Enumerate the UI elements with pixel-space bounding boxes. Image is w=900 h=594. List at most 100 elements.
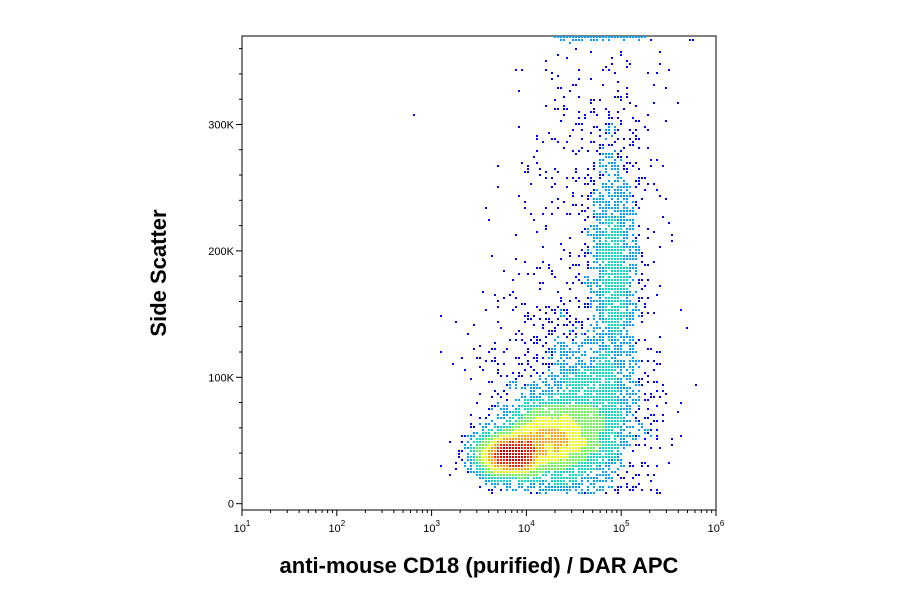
event-point [593,282,595,284]
event-point [569,471,571,473]
event-point [518,363,520,365]
event-point [599,234,601,236]
event-point [488,459,490,461]
event-point [494,435,496,437]
event-point [590,225,592,227]
event-point [575,462,577,464]
event-point [608,276,610,278]
event-point [518,477,520,479]
event-point [593,423,595,425]
event-point [554,420,556,422]
y-tick-label: 0 [228,499,234,511]
event-point [542,246,544,248]
event-point [617,168,619,170]
event-point [563,354,565,356]
event-point [578,399,580,401]
event-point [602,471,604,473]
event-point [521,462,523,464]
event-point [602,396,604,398]
event-point [575,390,577,392]
event-point [503,471,505,473]
event-point [617,390,619,392]
event-point [608,354,610,356]
event-point [614,174,616,176]
event-point [605,303,607,305]
event-point [560,369,562,371]
event-point [497,477,499,479]
event-point [506,429,508,431]
event-point [584,441,586,443]
event-point [665,87,667,89]
event-point [566,438,568,440]
event-point [626,288,628,290]
event-point [602,390,604,392]
event-point [596,225,598,227]
event-point [599,174,601,176]
event-point [623,477,625,479]
event-point [464,447,466,449]
event-point [554,36,556,38]
event-point [521,393,523,395]
event-point [545,225,547,227]
event-point [614,255,616,257]
event-point [611,228,613,230]
event-point [599,171,601,173]
event-point [509,444,511,446]
event-point [599,288,601,290]
event-point [593,417,595,419]
event-point [653,360,655,362]
event-point [644,126,646,128]
event-point [629,318,631,320]
event-point [629,489,631,491]
event-point [611,273,613,275]
event-point [578,432,580,434]
event-point [497,435,499,437]
event-point [596,414,598,416]
event-point [518,195,520,197]
event-point [491,480,493,482]
event-point [617,450,619,452]
event-point [536,471,538,473]
event-point [563,249,565,251]
event-point [569,417,571,419]
event-point [467,333,469,335]
event-point [614,72,616,74]
event-point [605,384,607,386]
event-point [599,381,601,383]
event-point [608,216,610,218]
event-point [551,462,553,464]
event-point [602,273,604,275]
event-point [539,468,541,470]
event-point [632,465,634,467]
event-point [578,306,580,308]
event-point [485,453,487,455]
event-point [539,441,541,443]
event-point [626,219,628,221]
event-point [569,474,571,476]
event-point [560,402,562,404]
event-point [632,312,634,314]
event-point [554,138,556,140]
event-point [671,438,673,440]
event-point [527,411,529,413]
event-point [587,183,589,185]
event-point [593,420,595,422]
event-point [527,432,529,434]
event-point [629,300,631,302]
event-point [629,405,631,407]
event-point [572,387,574,389]
event-point [542,480,544,482]
event-point [551,489,553,491]
event-point [611,357,613,359]
event-point [632,345,634,347]
event-point [578,441,580,443]
event-point [587,390,589,392]
event-point [494,462,496,464]
event-point [503,483,505,485]
event-point [608,192,610,194]
event-point [551,444,553,446]
event-point [482,432,484,434]
event-point [530,420,532,422]
event-point [587,198,589,200]
event-point [566,363,568,365]
